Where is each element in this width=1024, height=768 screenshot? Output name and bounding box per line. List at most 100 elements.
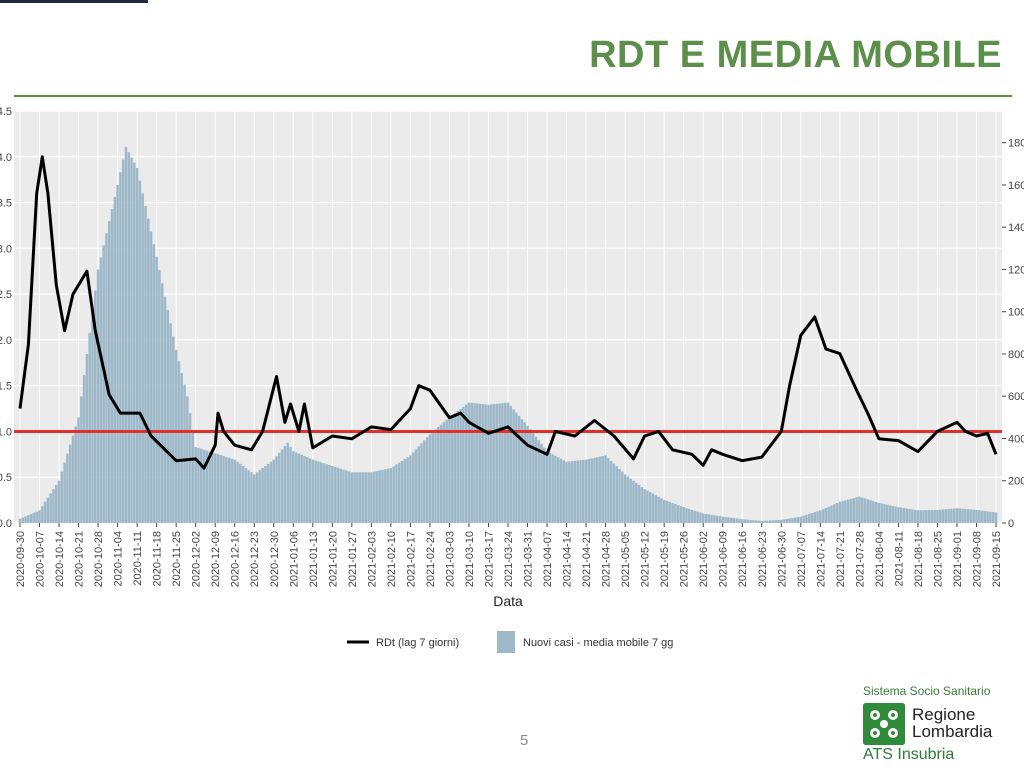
bar [696, 511, 699, 523]
bar [107, 221, 111, 523]
x-tick-label: 2021-07-14 [815, 531, 827, 587]
bar [197, 447, 200, 523]
bar [637, 484, 641, 523]
bar [24, 516, 27, 523]
lombardy-rose-icon [863, 703, 905, 745]
bar [18, 518, 22, 523]
bar [406, 457, 409, 523]
bar [548, 452, 552, 523]
bar [727, 517, 730, 523]
x-tick-label: 2021-05-26 [679, 531, 691, 587]
bar [481, 404, 485, 523]
x-tick-label: 2021-06-09 [718, 531, 730, 587]
bar [766, 520, 769, 523]
bar [264, 465, 267, 523]
bar [174, 349, 178, 523]
bar [782, 519, 786, 523]
bar [891, 505, 895, 523]
x-tick-label: 2020-09-30 [15, 531, 27, 587]
bar [674, 503, 677, 523]
bar [713, 515, 716, 523]
bar [551, 454, 554, 523]
bar [194, 446, 197, 523]
bar [938, 509, 942, 523]
x-tick-label: 2021-05-05 [620, 531, 632, 587]
rdt-chart: 0.0 0.5 1.0 1.5 2.0 2.5 3.0 3.5 4.0 4.5 0 200 400 600… [0, 106, 1024, 653]
logo: Sistema Socio Sanitario Regione Lombardi… [858, 682, 1018, 768]
bar [724, 517, 727, 523]
bar [252, 474, 256, 523]
bar [570, 461, 574, 523]
bar [417, 446, 421, 523]
bar [347, 471, 351, 523]
bar [788, 518, 791, 523]
bar [292, 451, 295, 523]
bar [113, 197, 117, 523]
bar [241, 465, 245, 523]
bar [888, 505, 892, 523]
bar [503, 402, 507, 523]
bar [855, 497, 858, 523]
bar [852, 498, 856, 523]
x-tick-label: 2020-12-16 [230, 531, 242, 587]
bar [701, 513, 705, 523]
bar [618, 468, 621, 523]
bar [328, 465, 331, 523]
bar [353, 472, 356, 523]
bar [830, 505, 833, 523]
bar [133, 162, 136, 523]
bar [63, 462, 66, 523]
x-tick-label: 2021-04-07 [542, 531, 554, 587]
bar [816, 511, 819, 523]
x-tick-label: 2021-09-08 [971, 531, 983, 587]
bar [629, 478, 632, 523]
bar [294, 452, 298, 523]
bar [470, 402, 473, 523]
bar [966, 509, 970, 523]
x-tick-label: 2021-02-17 [405, 531, 417, 587]
bar [283, 446, 287, 523]
bar [361, 472, 365, 523]
bar [975, 509, 978, 523]
bar [52, 489, 55, 523]
bar [989, 511, 992, 523]
bar [738, 518, 741, 523]
bar [537, 440, 540, 523]
bar [961, 508, 964, 523]
x-tick-label: 2020-12-02 [191, 531, 203, 587]
bar [121, 159, 125, 523]
bar [991, 512, 995, 523]
bar [587, 459, 591, 523]
bar [768, 520, 772, 523]
bar [180, 372, 183, 523]
bar [805, 514, 808, 523]
y-left-tick-label: 3.0 [0, 243, 12, 255]
bar [211, 452, 214, 523]
bar [978, 510, 981, 523]
bar [601, 455, 605, 523]
bar [715, 515, 719, 523]
x-tick-label: 2021-07-28 [854, 531, 866, 587]
bar [498, 403, 501, 523]
bar [749, 519, 752, 523]
bar [389, 468, 393, 523]
bar [60, 471, 64, 523]
bar [994, 512, 998, 523]
bar [562, 460, 566, 523]
bar [169, 323, 172, 523]
logo-system-line: Sistema Socio Sanitario [863, 684, 991, 698]
bar [704, 513, 708, 523]
bar [735, 518, 738, 523]
bar [82, 375, 86, 523]
bar [883, 504, 886, 523]
bar [986, 511, 989, 523]
bar [442, 422, 446, 523]
bar [144, 206, 147, 524]
bar [244, 468, 248, 523]
x-tick-label: 2021-09-01 [952, 531, 964, 587]
x-tick-label: 2021-03-24 [503, 531, 515, 587]
bar [752, 520, 755, 523]
bar [732, 518, 736, 523]
bar [559, 458, 563, 523]
bar [367, 472, 370, 523]
